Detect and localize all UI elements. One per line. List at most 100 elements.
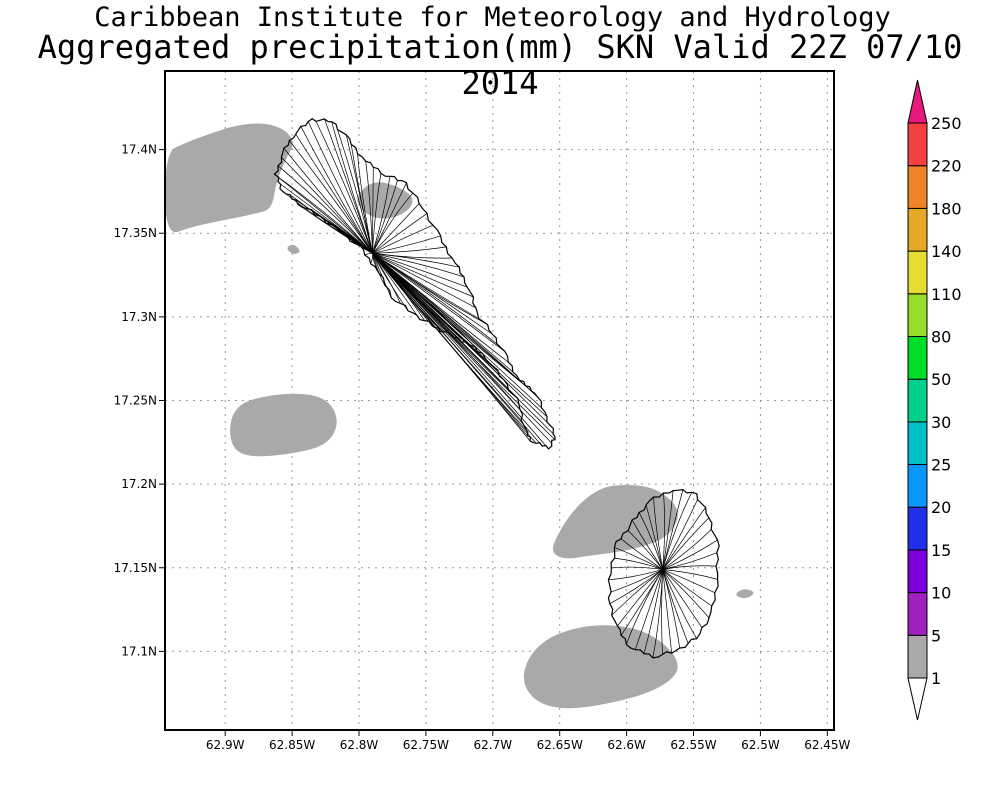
drainage-line — [372, 253, 476, 347]
drainage-line — [662, 490, 674, 570]
longitude-axis: 62.9W 62.85W 62.8W 62.75W 62.7W 62.65W 62.6W 62… — [206, 730, 851, 752]
drainage-line — [662, 489, 684, 570]
precip-area-west-offshore — [230, 393, 337, 457]
x-tick-label: 62.85W — [269, 738, 315, 752]
drainage-line — [282, 191, 373, 254]
drainage-line — [372, 167, 374, 254]
drainage-line — [277, 165, 373, 254]
drainage-line — [372, 253, 392, 298]
drainage-line — [662, 517, 710, 570]
x-tick-label: 62.9W — [206, 738, 245, 752]
colorbar-segment — [907, 634, 928, 679]
colorbar-segment — [907, 207, 928, 252]
y-tick-label: 17.1N — [121, 644, 157, 658]
drainage-line — [300, 126, 373, 254]
drainage-line — [631, 519, 663, 570]
colorbar-label: 1 — [931, 669, 941, 688]
colorbar-label: 25 — [931, 456, 951, 475]
drainage-line — [372, 253, 425, 321]
drainage-line — [662, 492, 693, 570]
drainage-line — [289, 194, 373, 254]
drainage-line — [620, 538, 663, 570]
colorbar-label: 250 — [931, 114, 962, 133]
y-tick-label: 17.35N — [114, 226, 157, 240]
y-tick-label: 17.3N — [121, 310, 157, 324]
drainage-line — [372, 192, 414, 254]
drainage-line — [662, 569, 715, 594]
drainage-line — [608, 569, 663, 581]
precip-area-nevis-south — [523, 625, 678, 709]
drainage-line — [662, 565, 717, 570]
drainage-line — [620, 569, 663, 636]
drainage-line — [372, 252, 468, 288]
drainage-line — [357, 153, 373, 254]
drainage-line — [372, 213, 428, 254]
colorbar-high-tip — [907, 79, 928, 124]
drainage-line — [281, 157, 373, 254]
y-tick-label: 17.2N — [121, 477, 157, 491]
colorbar-label: 10 — [931, 584, 951, 603]
drainage-line — [372, 252, 465, 278]
x-tick-label: 62.45W — [804, 738, 850, 752]
drainage-line — [372, 176, 391, 254]
colorbar-segment — [907, 549, 928, 594]
colorbar-segment — [907, 165, 928, 209]
drainage-line — [331, 121, 373, 254]
chart-title: Caribbean Institute for Meteorology and … — [94, 2, 891, 33]
drainage-line — [610, 569, 663, 593]
colorbar-segment — [907, 506, 928, 551]
drainage-line — [662, 499, 698, 570]
precip-area-central-st-kitts — [357, 182, 413, 219]
drainage-line — [643, 569, 664, 654]
st-kitts-island-drainage — [274, 118, 556, 450]
drainage-line — [289, 140, 373, 254]
drainage-line — [307, 121, 373, 254]
drainage-line — [372, 253, 498, 345]
x-tick-label: 62.75W — [403, 738, 449, 752]
x-tick-label: 62.5W — [741, 738, 780, 752]
drainage-line — [372, 253, 418, 316]
drainage-line — [280, 184, 373, 254]
precip-area-east-islet — [736, 589, 754, 599]
drainage-line — [315, 121, 373, 254]
colorbar-label: 30 — [931, 413, 951, 432]
islands-layer — [273, 117, 720, 659]
drainage-line — [350, 144, 373, 254]
drainage-line — [364, 252, 373, 256]
x-tick-label: 62.7W — [474, 738, 513, 752]
colorbar-segment — [907, 464, 928, 508]
drainage-line — [337, 129, 373, 254]
colorbar-label: 140 — [931, 242, 962, 261]
colorbar-label: 20 — [931, 498, 951, 517]
drainage-line — [372, 235, 441, 254]
x-tick-label: 62.65W — [537, 738, 583, 752]
drainage-line — [645, 504, 664, 570]
drainage-line — [617, 569, 663, 627]
drainage-line — [627, 530, 663, 570]
drainage-line — [614, 557, 663, 570]
x-tick-label: 62.8W — [340, 738, 379, 752]
y-tick-label: 17.15N — [114, 561, 157, 575]
y-tick-label: 17.4N — [121, 143, 157, 157]
drainage-line — [662, 569, 710, 619]
drainage-line — [662, 569, 712, 607]
colorbar-label: 5 — [931, 626, 941, 645]
colorbar-label: 180 — [931, 199, 962, 218]
drainage-line — [662, 552, 717, 570]
drainage-line — [372, 253, 451, 335]
colorbar-segment — [907, 293, 928, 337]
drainage-line — [372, 252, 474, 298]
colorbar-segment — [907, 592, 928, 636]
drainage-line — [662, 569, 718, 580]
drainage-line — [662, 529, 712, 570]
drainage-line — [372, 252, 477, 309]
y-tick-label: 17.25N — [114, 394, 157, 408]
drainage-line — [372, 180, 398, 254]
colorbar-label: 80 — [931, 328, 951, 347]
drainage-line — [365, 161, 373, 254]
drainage-line — [372, 253, 539, 398]
drainage-line — [634, 569, 664, 650]
drainage-line — [372, 224, 434, 254]
